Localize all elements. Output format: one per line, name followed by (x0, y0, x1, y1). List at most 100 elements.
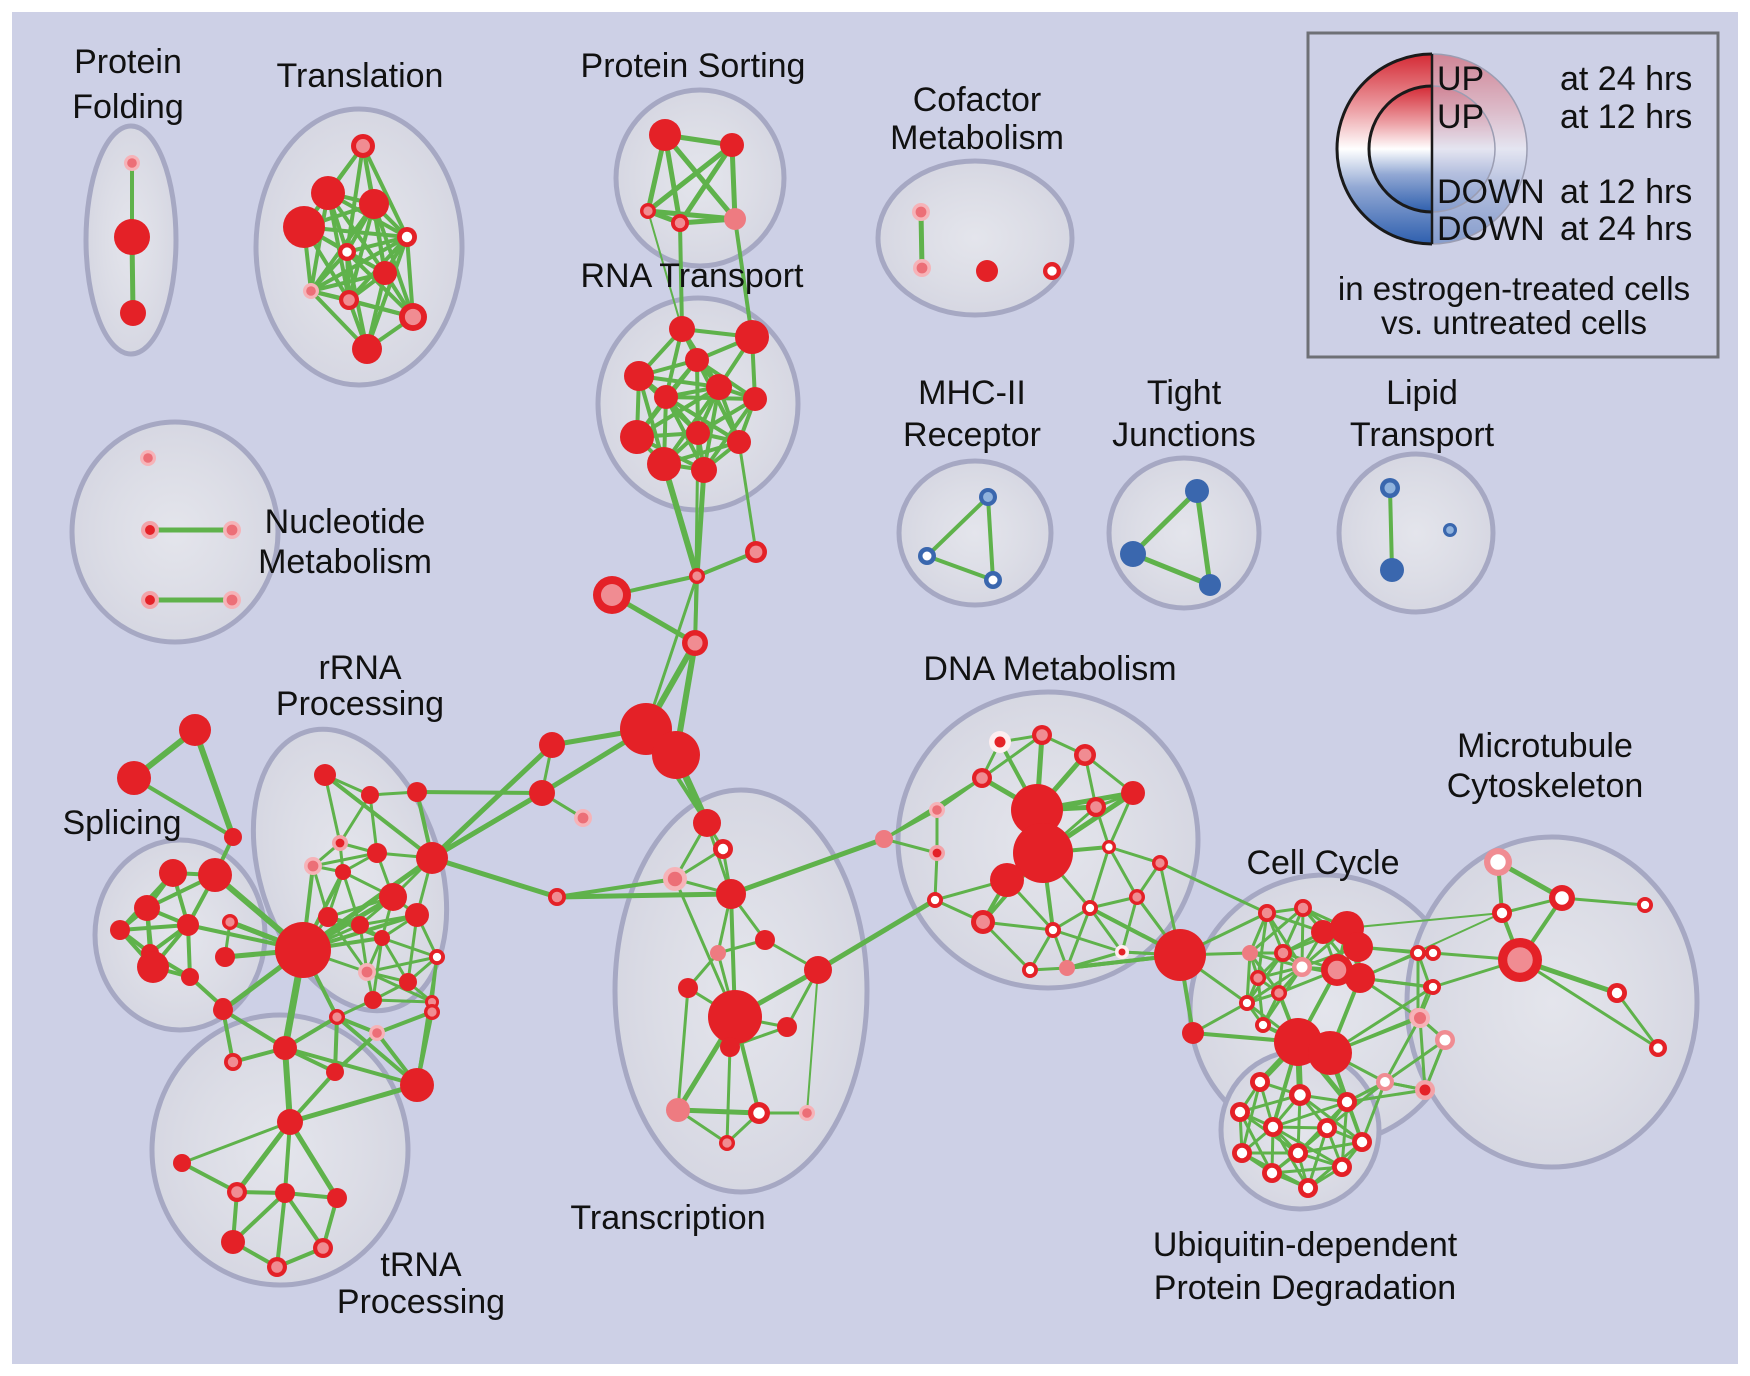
gene-node[interactable] (979, 488, 997, 506)
gene-node[interactable] (275, 922, 331, 978)
gene-node[interactable] (1152, 855, 1168, 871)
gene-node[interactable] (1492, 903, 1512, 923)
gene-node[interactable] (1337, 1092, 1357, 1112)
gene-node[interactable] (548, 888, 566, 906)
gene-node[interactable] (1074, 744, 1096, 766)
gene-node[interactable] (1345, 963, 1375, 993)
gene-node[interactable] (652, 731, 700, 779)
gene-node[interactable] (777, 1017, 797, 1037)
gene-node[interactable] (689, 568, 705, 584)
gene-node[interactable] (114, 219, 150, 255)
gene-node[interactable] (141, 521, 159, 539)
gene-node[interactable] (1262, 1163, 1282, 1183)
gene-node[interactable] (221, 1230, 245, 1254)
gene-node[interactable] (222, 914, 238, 930)
gene-node[interactable] (1298, 1178, 1318, 1198)
gene-node[interactable] (1343, 932, 1373, 962)
gene-node[interactable] (303, 283, 319, 299)
gene-node[interactable] (716, 879, 746, 909)
gene-node[interactable] (224, 1053, 242, 1071)
gene-node[interactable] (640, 203, 656, 219)
gene-node[interactable] (283, 206, 325, 248)
gene-node[interactable] (539, 732, 565, 758)
gene-node[interactable] (682, 630, 708, 656)
gene-node[interactable] (666, 1098, 690, 1122)
gene-node[interactable] (984, 571, 1002, 589)
gene-node[interactable] (976, 260, 998, 282)
gene-node[interactable] (1274, 944, 1292, 962)
gene-node[interactable] (173, 1154, 191, 1172)
gene-node[interactable] (1258, 904, 1276, 922)
gene-node[interactable] (989, 731, 1011, 753)
gene-node[interactable] (972, 768, 992, 788)
gene-node[interactable] (181, 968, 199, 986)
gene-node[interactable] (799, 1105, 815, 1121)
gene-node[interactable] (313, 1238, 333, 1258)
gene-node[interactable] (1292, 957, 1312, 977)
gene-node[interactable] (198, 858, 232, 892)
gene-node[interactable] (397, 227, 417, 247)
gene-node[interactable] (1239, 995, 1255, 1011)
gene-node[interactable] (140, 450, 156, 466)
gene-node[interactable] (1120, 541, 1146, 567)
gene-node[interactable] (686, 421, 710, 445)
gene-node[interactable] (1289, 1084, 1311, 1106)
gene-node[interactable] (1115, 945, 1129, 959)
gene-node[interactable] (1242, 945, 1258, 961)
gene-node[interactable] (647, 447, 681, 481)
gene-node[interactable] (1185, 479, 1209, 503)
gene-node[interactable] (1415, 1080, 1435, 1100)
gene-node[interactable] (913, 259, 931, 277)
gene-node[interactable] (1294, 899, 1312, 917)
gene-node[interactable] (1425, 945, 1441, 961)
gene-node[interactable] (1045, 922, 1061, 938)
gene-node[interactable] (213, 1000, 233, 1020)
gene-node[interactable] (1637, 897, 1653, 913)
gene-node[interactable] (745, 541, 767, 563)
gene-node[interactable] (654, 385, 678, 409)
gene-node[interactable] (277, 1109, 303, 1135)
gene-node[interactable] (1255, 1017, 1271, 1033)
gene-node[interactable] (223, 591, 241, 609)
gene-node[interactable] (1311, 920, 1335, 944)
gene-node[interactable] (720, 133, 744, 157)
gene-node[interactable] (671, 214, 689, 232)
gene-node[interactable] (663, 867, 687, 891)
gene-node[interactable] (159, 859, 187, 887)
gene-node[interactable] (1380, 478, 1400, 498)
gene-node[interactable] (574, 809, 592, 827)
gene-node[interactable] (755, 930, 775, 950)
gene-node[interactable] (215, 947, 235, 967)
gene-node[interactable] (719, 1135, 735, 1151)
gene-node[interactable] (1086, 797, 1106, 817)
gene-node[interactable] (1410, 945, 1426, 961)
gene-node[interactable] (748, 1102, 770, 1124)
gene-node[interactable] (352, 334, 382, 364)
gene-node[interactable] (227, 1182, 247, 1202)
gene-node[interactable] (735, 320, 769, 354)
gene-node[interactable] (912, 203, 930, 221)
gene-node[interactable] (1263, 1117, 1283, 1137)
gene-node[interactable] (1182, 1022, 1204, 1044)
gene-node[interactable] (804, 956, 832, 984)
gene-node[interactable] (311, 176, 345, 210)
gene-node[interactable] (117, 761, 151, 795)
gene-node[interactable] (1059, 960, 1075, 976)
gene-node[interactable] (358, 963, 376, 981)
gene-node[interactable] (708, 990, 762, 1044)
gene-node[interactable] (1410, 1008, 1430, 1028)
gene-node[interactable] (1082, 900, 1098, 916)
gene-node[interactable] (120, 300, 146, 326)
gene-node[interactable] (326, 1063, 344, 1081)
gene-node[interactable] (724, 208, 746, 230)
gene-node[interactable] (374, 930, 390, 946)
gene-node[interactable] (1271, 985, 1287, 1001)
gene-node[interactable] (1011, 784, 1063, 836)
gene-node[interactable] (1435, 1030, 1455, 1050)
gene-node[interactable] (400, 1068, 434, 1102)
gene-node[interactable] (1498, 938, 1542, 982)
gene-node[interactable] (529, 780, 555, 806)
gene-node[interactable] (720, 1037, 740, 1057)
gene-node[interactable] (416, 842, 448, 874)
gene-node[interactable] (1232, 1143, 1252, 1163)
